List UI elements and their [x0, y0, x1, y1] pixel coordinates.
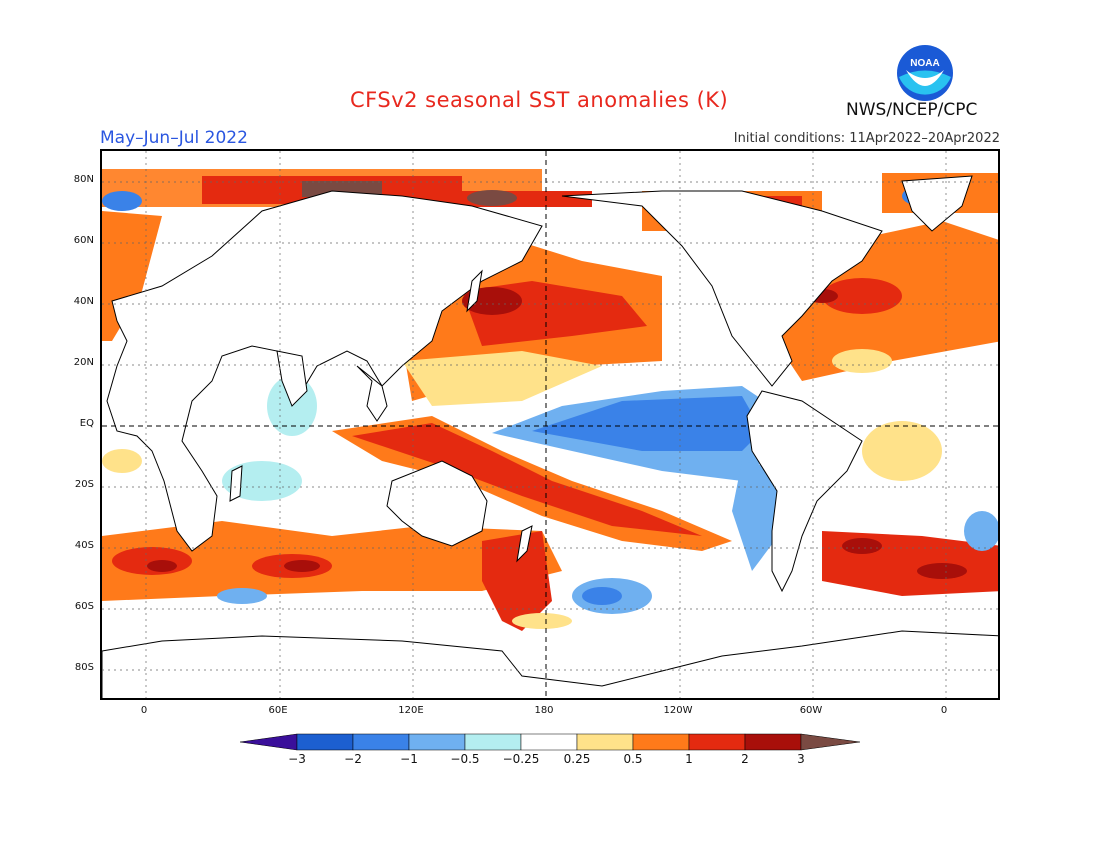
colorbar-segment [520, 733, 578, 751]
colorbar-label: 0.5 [623, 752, 643, 766]
colorbar-label: 0.25 [563, 752, 591, 766]
colorbar-label: −3 [288, 752, 306, 766]
lon-label: 120E [398, 705, 424, 716]
colorbar-segment [464, 733, 522, 751]
coastlines [102, 175, 998, 698]
sst-anomaly-map [100, 149, 1000, 700]
colorbar-label: −0.25 [502, 752, 540, 766]
lon-label: 60E [268, 705, 288, 716]
lat-label: 60N [73, 235, 94, 246]
colorbar-arrow-high [800, 733, 861, 751]
colorbar-label: −1 [400, 752, 418, 766]
lat-label: EQ [79, 418, 94, 429]
colorbar-segment [576, 733, 634, 751]
colorbar-label: 2 [741, 752, 749, 766]
lat-label: 40S [74, 540, 94, 551]
lat-label: 40N [73, 296, 94, 307]
lon-label: 180 [534, 705, 554, 716]
lon-label: 0 [140, 705, 148, 716]
lat-label: 60S [74, 601, 94, 612]
lon-label: 120W [663, 705, 693, 716]
lat-label: 80N [73, 174, 94, 185]
svg-text:NOAA: NOAA [910, 58, 939, 69]
agency-label: NWS/NCEP/CPC [846, 100, 978, 120]
colorbar-segment [296, 733, 354, 751]
colorbar-segment [352, 733, 410, 751]
lat-label: 20N [73, 357, 94, 368]
colorbar-segment [632, 733, 690, 751]
lat-label: 20S [74, 479, 94, 490]
colorbar-segment [408, 733, 466, 751]
lon-label: 60W [799, 705, 823, 716]
colorbar [239, 733, 861, 751]
colorbar-segment [688, 733, 746, 751]
colorbar-segment [744, 733, 802, 751]
colorbar-label: −2 [344, 752, 362, 766]
colorbar-label: −0.5 [450, 752, 480, 766]
forecast-period: May–Jun–Jul 2022 [100, 128, 248, 148]
reference-lines [102, 151, 998, 698]
noaa-logo: NOAA [896, 44, 954, 102]
colorbar-label: 3 [797, 752, 805, 766]
colorbar-label: 1 [685, 752, 693, 766]
initial-conditions: Initial conditions: 11Apr2022–20Apr2022 [733, 131, 1000, 146]
colorbar-arrow-low [239, 733, 298, 751]
lon-label: 0 [940, 705, 948, 716]
graticule [102, 151, 998, 698]
chart-title: CFSv2 seasonal SST anomalies (K) [350, 88, 729, 112]
lat-label: 80S [74, 662, 94, 673]
